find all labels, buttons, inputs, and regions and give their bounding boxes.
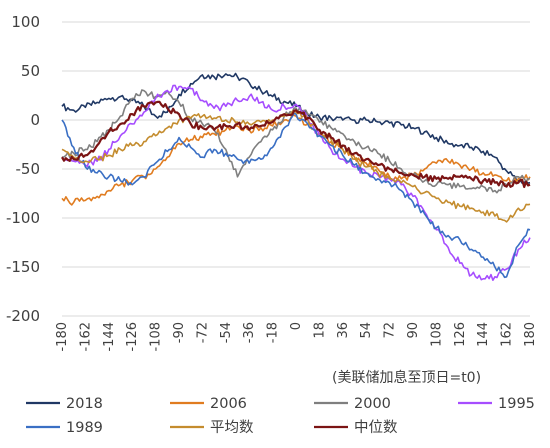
series-line-2 [61, 89, 531, 194]
series-line-6 [61, 100, 531, 189]
series-lines [61, 72, 531, 281]
x-tick-label: -36 [242, 322, 257, 343]
legend-item: 1989 [26, 420, 103, 436]
y-tick-label: 100 [11, 13, 40, 31]
y-axis-ticks: 100 50 0 -50 -100 -150 -200 [6, 13, 40, 325]
legend-label: 2018 [66, 396, 103, 412]
y-tick-label: -200 [6, 307, 40, 325]
x-tick-label: 144 [476, 322, 491, 347]
x-tick-label: 72 [383, 322, 398, 339]
legend-label: 中位数 [354, 419, 398, 436]
legend-label: 2000 [354, 396, 391, 412]
series-line-0 [61, 72, 531, 184]
x-tick-label: -18 [266, 322, 281, 343]
x-axis-ticks: -180 -162 -144 -126 -108 -90 -72 -54 -36 -18 0 18 36… [55, 322, 538, 352]
legend-item: 2000 [314, 396, 391, 412]
legend: 2018 2006 2000 1995 1989 平均数 中位数 [26, 396, 535, 436]
x-tick-label: 0 [289, 322, 304, 330]
legend-item: 2006 [170, 396, 247, 412]
x-tick-label: 90 [406, 322, 421, 339]
x-tick-label: -180 [55, 322, 70, 352]
legend-item: 中位数 [314, 419, 398, 436]
series-line-5 [61, 109, 531, 223]
y-tick-label: -150 [6, 258, 40, 276]
x-tick-label: 180 [523, 322, 538, 347]
x-tick-label: -72 [195, 322, 210, 343]
y-tick-label: 0 [30, 111, 40, 129]
x-tick-label: -90 [172, 322, 187, 343]
y-tick-label: -100 [6, 209, 40, 227]
legend-label: 平均数 [210, 419, 254, 436]
x-tick-label: 54 [359, 322, 374, 339]
x-tick-label: -126 [125, 322, 140, 352]
x-tick-label: -54 [219, 322, 234, 343]
x-tick-label: 36 [336, 322, 351, 339]
x-tick-label: -162 [78, 322, 93, 352]
series-line-1 [61, 114, 531, 206]
legend-item: 2018 [26, 396, 103, 412]
x-tick-label: 108 [429, 322, 444, 347]
x-tick-label: 162 [500, 322, 515, 347]
legend-item: 1995 [458, 396, 535, 412]
x-tick-label: -108 [149, 322, 164, 352]
series-line-3 [61, 84, 531, 281]
legend-label: 2006 [210, 396, 247, 412]
y-tick-label: 50 [21, 62, 40, 80]
gridlines [62, 21, 530, 317]
legend-label: 1989 [66, 420, 103, 436]
x-tick-label: 18 [312, 322, 327, 339]
y-tick-label: -50 [16, 160, 41, 178]
x-tick-label: 126 [453, 322, 468, 347]
legend-label: 1995 [498, 396, 535, 412]
x-axis-label: (美联储加息至顶日=t0) [332, 369, 481, 386]
x-tick-label: -144 [102, 322, 117, 352]
series-line-4 [61, 112, 531, 279]
legend-item: 平均数 [170, 419, 254, 436]
